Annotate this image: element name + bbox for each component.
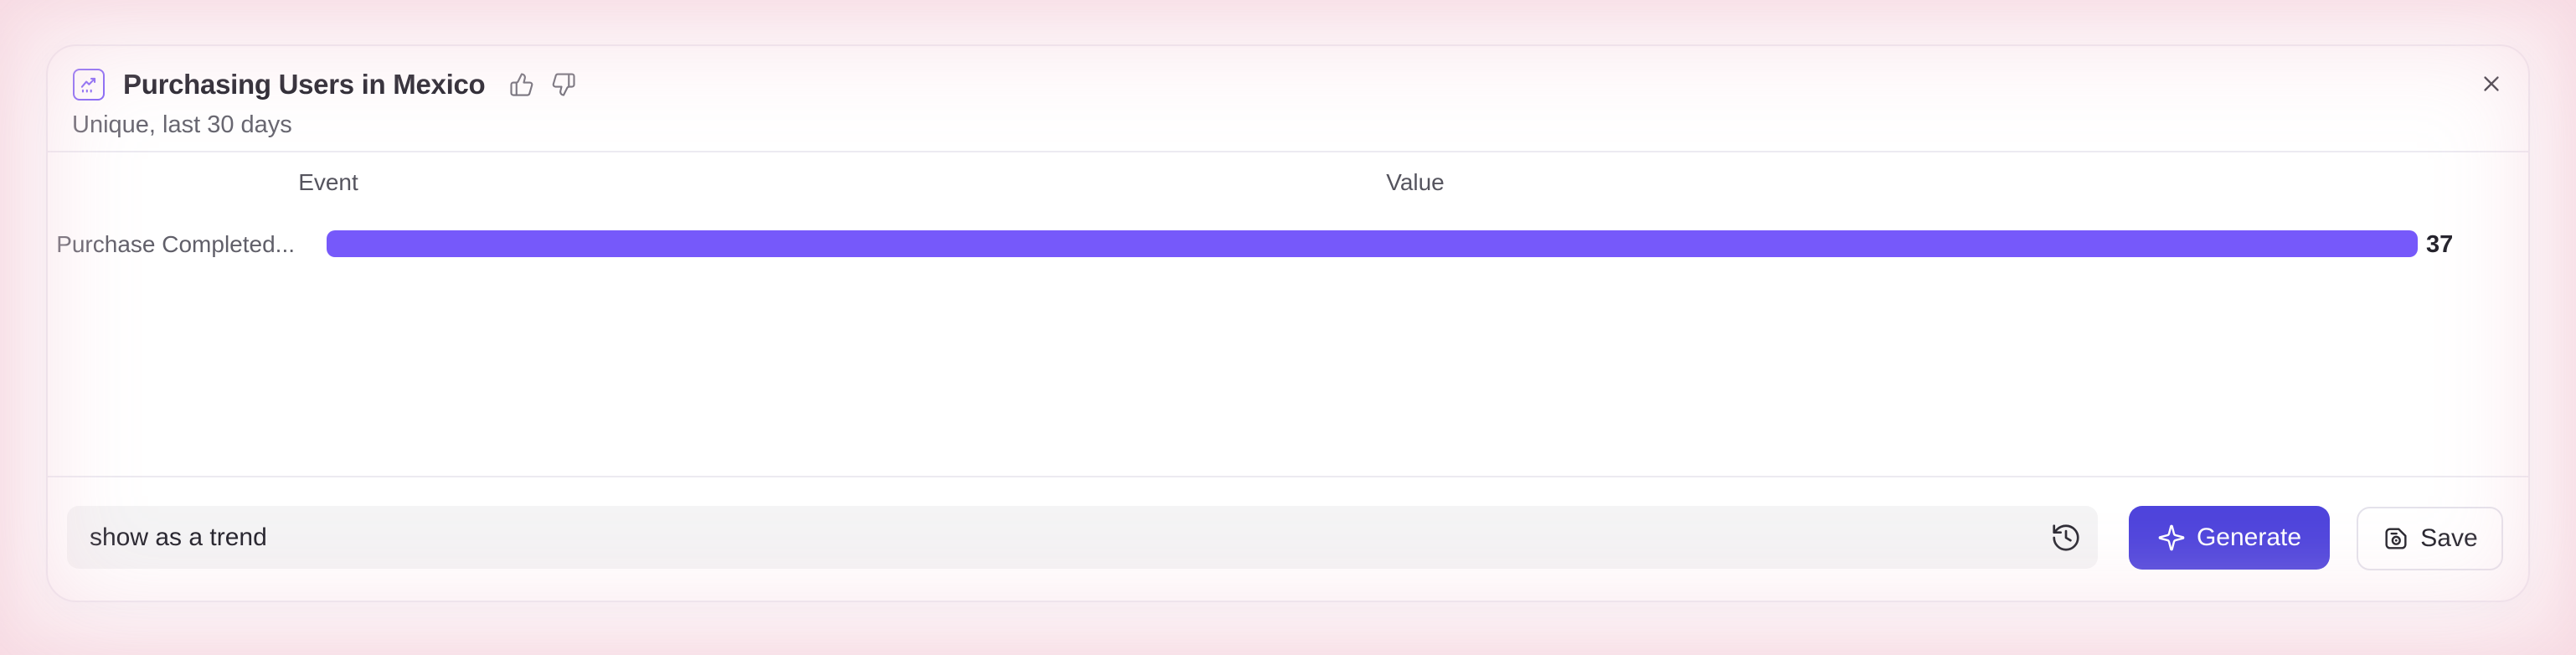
sparkle-icon xyxy=(2158,524,2185,551)
card-title: Purchasing Users in Mexico xyxy=(123,69,486,100)
prompt-field xyxy=(67,506,2098,569)
feedback-controls xyxy=(508,71,577,98)
card-subtitle: Unique, last 30 days xyxy=(72,111,292,138)
column-header-event: Event xyxy=(298,169,358,195)
thumbs-down-icon[interactable] xyxy=(550,71,577,98)
header-divider xyxy=(48,151,2528,152)
generate-button[interactable]: Generate xyxy=(2129,506,2330,570)
event-bar[interactable] xyxy=(327,230,2418,257)
save-button[interactable]: Save xyxy=(2357,507,2503,570)
save-button-label: Save xyxy=(2420,524,2478,552)
generate-button-label: Generate xyxy=(2196,523,2302,551)
card-header: Purchasing Users in Mexico xyxy=(73,68,577,101)
event-label: Purchase Completed... xyxy=(56,231,295,257)
history-icon[interactable] xyxy=(2048,519,2084,556)
close-icon[interactable] xyxy=(2475,67,2508,101)
event-value: 37 xyxy=(2426,231,2454,258)
save-icon xyxy=(2385,528,2407,549)
chart-card: Purchasing Users in Mexico Unique, last … xyxy=(46,44,2530,602)
thumbs-up-icon[interactable] xyxy=(508,71,535,98)
column-header-value: Value xyxy=(1386,169,1445,195)
footer-divider xyxy=(48,476,2528,477)
prompt-input[interactable] xyxy=(67,506,2048,569)
line-chart-icon xyxy=(73,69,105,101)
